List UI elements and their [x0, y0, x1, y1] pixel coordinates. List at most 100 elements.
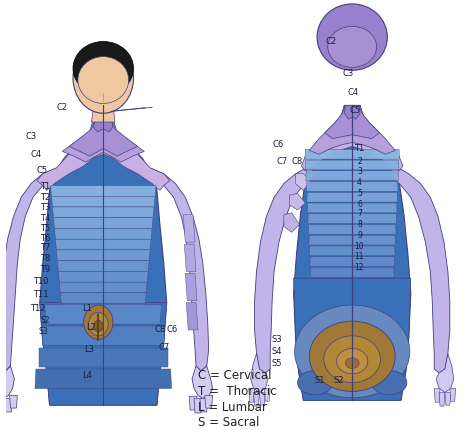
- Polygon shape: [57, 261, 149, 271]
- Polygon shape: [310, 257, 395, 267]
- Ellipse shape: [93, 320, 103, 332]
- Polygon shape: [306, 171, 399, 181]
- Ellipse shape: [309, 321, 395, 391]
- Text: 12: 12: [354, 263, 364, 272]
- Polygon shape: [308, 224, 396, 234]
- Text: S2: S2: [41, 316, 50, 325]
- Polygon shape: [434, 389, 440, 402]
- Polygon shape: [37, 119, 170, 190]
- Text: 10: 10: [354, 242, 364, 251]
- Polygon shape: [0, 396, 2, 410]
- Polygon shape: [284, 213, 300, 232]
- Polygon shape: [309, 235, 396, 245]
- Polygon shape: [56, 250, 150, 261]
- Polygon shape: [58, 271, 148, 282]
- Polygon shape: [62, 119, 144, 162]
- Text: T4: T4: [40, 214, 50, 223]
- Text: T =  Thoracic: T = Thoracic: [198, 385, 276, 398]
- Text: T5: T5: [40, 224, 50, 233]
- Polygon shape: [185, 273, 197, 301]
- Text: L2: L2: [86, 322, 96, 332]
- Polygon shape: [264, 389, 270, 401]
- Text: 11: 11: [354, 252, 364, 261]
- Ellipse shape: [337, 348, 368, 374]
- Polygon shape: [249, 389, 255, 402]
- Text: C6: C6: [272, 140, 283, 149]
- Ellipse shape: [298, 371, 333, 395]
- Text: 2: 2: [357, 157, 362, 166]
- Text: L = Lumbar: L = Lumbar: [198, 401, 266, 414]
- Polygon shape: [5, 398, 12, 412]
- Polygon shape: [307, 192, 398, 202]
- Text: L4: L4: [82, 372, 91, 381]
- Polygon shape: [308, 214, 397, 224]
- Polygon shape: [450, 389, 456, 401]
- Polygon shape: [55, 239, 151, 250]
- Polygon shape: [35, 369, 172, 389]
- Polygon shape: [255, 166, 315, 373]
- Polygon shape: [0, 168, 56, 371]
- Text: T3: T3: [40, 203, 50, 212]
- Text: T6: T6: [40, 233, 50, 243]
- Polygon shape: [290, 194, 305, 210]
- Polygon shape: [200, 398, 208, 412]
- Text: 4: 4: [357, 178, 362, 187]
- Ellipse shape: [317, 4, 387, 70]
- Text: C3: C3: [342, 69, 354, 78]
- Polygon shape: [389, 166, 450, 373]
- Polygon shape: [51, 185, 156, 196]
- Polygon shape: [445, 393, 451, 405]
- Text: 5: 5: [357, 189, 362, 198]
- Polygon shape: [345, 105, 360, 119]
- Text: T10: T10: [33, 276, 48, 286]
- Text: T12: T12: [30, 304, 46, 313]
- Text: L1: L1: [82, 304, 91, 313]
- Polygon shape: [183, 215, 195, 242]
- Polygon shape: [55, 228, 152, 239]
- Polygon shape: [52, 196, 155, 207]
- Polygon shape: [293, 278, 411, 400]
- Polygon shape: [53, 207, 154, 218]
- Polygon shape: [69, 119, 137, 156]
- Text: 8: 8: [357, 220, 362, 229]
- Ellipse shape: [73, 41, 134, 95]
- Polygon shape: [325, 105, 380, 138]
- Polygon shape: [296, 174, 311, 190]
- Ellipse shape: [328, 26, 377, 68]
- Polygon shape: [194, 398, 202, 413]
- Ellipse shape: [84, 305, 113, 339]
- Text: T11: T11: [33, 290, 48, 299]
- Polygon shape: [93, 119, 113, 132]
- Polygon shape: [305, 160, 399, 170]
- Text: T8: T8: [40, 254, 50, 263]
- Text: C6: C6: [167, 326, 178, 335]
- Polygon shape: [40, 303, 167, 405]
- Polygon shape: [45, 304, 162, 324]
- Ellipse shape: [346, 358, 359, 369]
- Text: S3: S3: [39, 327, 48, 336]
- Text: C8: C8: [154, 326, 165, 335]
- Polygon shape: [439, 393, 445, 406]
- Text: 6: 6: [357, 200, 362, 209]
- Text: C8: C8: [292, 157, 303, 166]
- Text: C3: C3: [25, 132, 36, 141]
- Text: S = Sacral: S = Sacral: [198, 416, 259, 429]
- Text: C2: C2: [326, 37, 337, 46]
- Polygon shape: [301, 105, 403, 171]
- Text: C2: C2: [56, 103, 67, 112]
- Text: 3: 3: [357, 167, 362, 176]
- Polygon shape: [192, 366, 213, 398]
- Text: T7: T7: [40, 243, 50, 252]
- Polygon shape: [251, 353, 268, 393]
- Text: S5: S5: [271, 359, 282, 368]
- Polygon shape: [309, 105, 395, 154]
- Polygon shape: [54, 218, 153, 228]
- Text: C = Cervical: C = Cervical: [198, 369, 271, 382]
- Ellipse shape: [324, 336, 381, 383]
- Text: T9: T9: [40, 265, 50, 274]
- Polygon shape: [184, 244, 196, 271]
- Polygon shape: [189, 396, 197, 410]
- Polygon shape: [0, 366, 14, 398]
- Polygon shape: [305, 149, 400, 159]
- Ellipse shape: [73, 43, 134, 113]
